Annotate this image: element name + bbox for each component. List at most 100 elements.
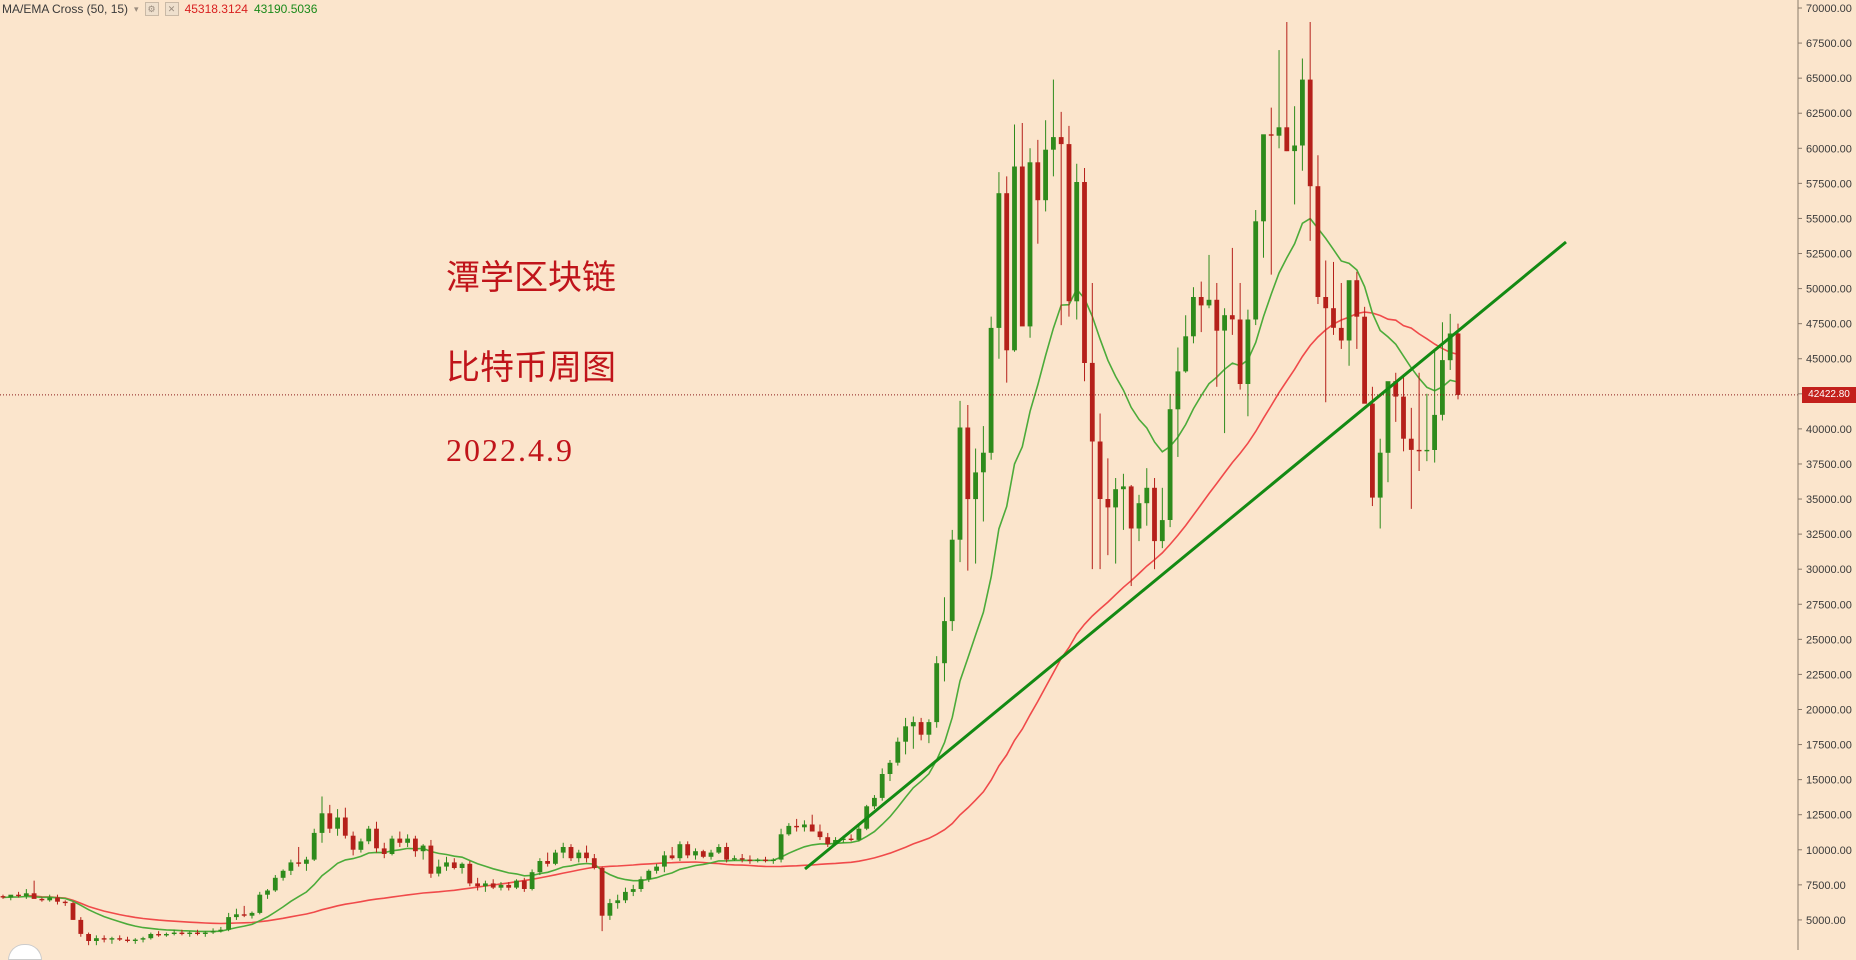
gear-icon[interactable]: ⚙ <box>144 2 159 16</box>
candle[interactable] <box>584 845 589 863</box>
candle[interactable] <box>568 844 574 862</box>
candle[interactable] <box>125 936 130 943</box>
candle[interactable] <box>716 844 722 854</box>
candle[interactable] <box>1198 281 1204 333</box>
candle[interactable] <box>763 856 768 863</box>
candle[interactable] <box>1261 134 1266 258</box>
indicator-name[interactable]: MA/EMA Cross (50, 15) <box>2 2 129 16</box>
candle[interactable] <box>872 795 877 810</box>
candle[interactable] <box>467 861 473 887</box>
candle[interactable] <box>615 894 621 909</box>
candle[interactable] <box>366 825 372 845</box>
candle[interactable] <box>117 935 123 941</box>
close-icon[interactable]: ✕ <box>164 2 179 16</box>
candle[interactable] <box>195 929 200 936</box>
candle[interactable] <box>1338 282 1344 349</box>
candle[interactable] <box>646 869 652 883</box>
candle[interactable] <box>981 426 986 522</box>
candle[interactable] <box>288 859 294 876</box>
candle[interactable] <box>280 869 286 881</box>
candle[interactable] <box>1035 139 1041 244</box>
candle[interactable] <box>942 597 947 682</box>
candle[interactable] <box>755 858 761 863</box>
candle[interactable] <box>1206 254 1212 309</box>
candle[interactable] <box>529 869 535 891</box>
candle[interactable] <box>591 853 597 870</box>
candle[interactable] <box>1183 315 1189 373</box>
candle[interactable] <box>1440 322 1445 421</box>
candle[interactable] <box>1362 306 1367 404</box>
candle[interactable] <box>1253 210 1259 326</box>
candle[interactable] <box>202 931 208 937</box>
candle[interactable] <box>0 894 6 899</box>
candle[interactable] <box>1455 323 1461 400</box>
candle[interactable] <box>1323 260 1329 403</box>
candle[interactable] <box>187 931 193 937</box>
candle[interactable] <box>47 894 53 902</box>
candle[interactable] <box>1416 372 1422 471</box>
candle[interactable] <box>1159 487 1165 549</box>
candle[interactable] <box>335 809 340 836</box>
candle[interactable] <box>1004 176 1010 383</box>
candle[interactable] <box>973 448 978 564</box>
candle[interactable] <box>965 405 971 571</box>
candle[interactable] <box>1276 50 1282 149</box>
candle[interactable] <box>1300 58 1305 171</box>
candle[interactable] <box>78 917 84 937</box>
candle[interactable] <box>483 880 488 892</box>
candle[interactable] <box>226 912 231 932</box>
candle[interactable] <box>514 879 519 890</box>
candle[interactable] <box>156 931 161 937</box>
candle[interactable] <box>1175 347 1181 457</box>
candle[interactable] <box>1043 120 1048 212</box>
candle[interactable] <box>1447 313 1453 370</box>
candle[interactable] <box>879 768 885 801</box>
candle[interactable] <box>1222 308 1227 434</box>
candle[interactable] <box>1377 438 1383 529</box>
candle[interactable] <box>405 834 410 847</box>
candle[interactable] <box>623 887 628 904</box>
candle[interactable] <box>926 719 932 744</box>
candle[interactable] <box>319 796 325 843</box>
candle[interactable] <box>1144 468 1150 526</box>
candle[interactable] <box>148 932 154 940</box>
candle[interactable] <box>94 935 99 946</box>
candle[interactable] <box>669 846 675 860</box>
candle[interactable] <box>1307 22 1313 241</box>
candle[interactable] <box>1082 167 1087 382</box>
candle[interactable] <box>1191 287 1196 344</box>
candle[interactable] <box>234 908 239 920</box>
candle[interactable] <box>1237 282 1243 390</box>
candle[interactable] <box>700 849 706 859</box>
candle[interactable] <box>895 737 901 766</box>
candle[interactable] <box>55 894 60 905</box>
price-axis[interactable]: 2500.005000.007500.0010000.0012500.00150… <box>1797 0 1852 950</box>
candle[interactable] <box>662 851 667 873</box>
candle[interactable] <box>934 656 940 728</box>
candle[interactable] <box>498 882 504 891</box>
candle[interactable] <box>576 849 582 863</box>
candle[interactable] <box>311 828 317 862</box>
candle[interactable] <box>1370 386 1375 507</box>
candle[interactable] <box>537 858 543 876</box>
candle[interactable] <box>218 926 224 933</box>
candle[interactable] <box>62 900 68 906</box>
candle[interactable] <box>210 928 216 934</box>
candle[interactable] <box>1229 247 1235 335</box>
candle[interactable] <box>1354 271 1360 349</box>
candle[interactable] <box>164 932 169 937</box>
candle[interactable] <box>607 898 613 920</box>
candle[interactable] <box>140 936 146 943</box>
candle[interactable] <box>101 935 107 943</box>
candle[interactable] <box>1401 376 1406 452</box>
candle[interactable] <box>1027 148 1033 338</box>
candle[interactable] <box>747 855 753 864</box>
candle[interactable] <box>265 889 270 899</box>
candle[interactable] <box>903 717 908 755</box>
candle[interactable] <box>988 316 994 460</box>
candle[interactable] <box>599 866 605 932</box>
candle[interactable] <box>397 831 403 847</box>
candle[interactable] <box>451 858 457 870</box>
candle[interactable] <box>249 911 255 919</box>
candle[interactable] <box>1432 351 1437 463</box>
